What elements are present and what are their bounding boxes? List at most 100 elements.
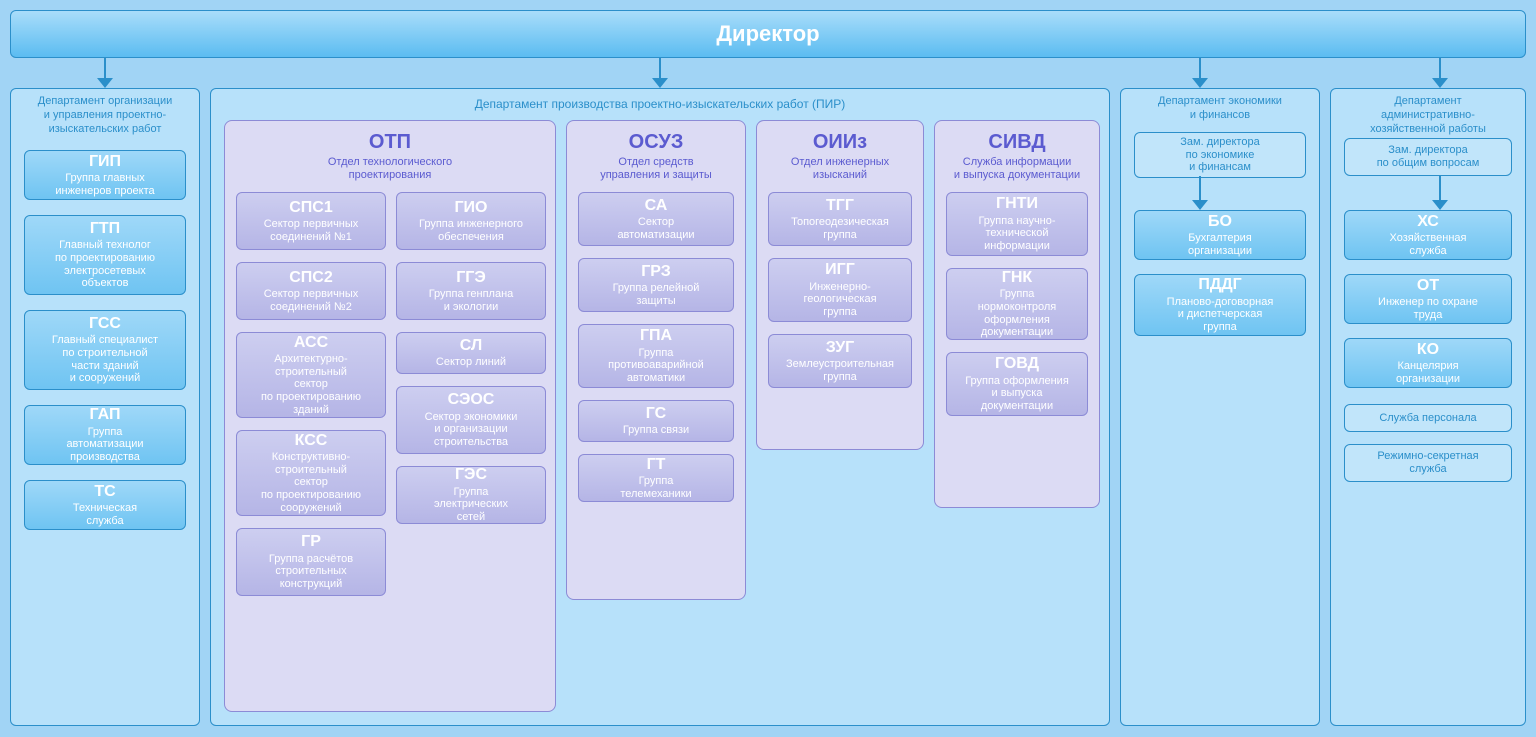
unit-abbr: СПС1 (289, 199, 333, 217)
group-abbr: ОТП (328, 131, 452, 154)
unit-desc: Режимно-секретнаяслужба (1377, 450, 1478, 475)
connector-arrow (97, 78, 113, 88)
unit-abbr: ГНК (1002, 269, 1032, 287)
unit-abbr: КО (1417, 341, 1439, 359)
connector-arrow (1432, 78, 1448, 88)
unit-desc: Группанормоконтроляоформлениядокументаци… (978, 288, 1057, 339)
node-sl: СЛСектор линий (396, 332, 546, 374)
unit-abbr: ТГГ (826, 197, 854, 215)
node-sps1: СПС1Сектор первичныхсоединений №1 (236, 192, 386, 250)
node-ass: АССАрхитектурно-строительныйсекторпо про… (236, 332, 386, 418)
unit-desc: Группаавтоматизациипроизводства (66, 426, 143, 464)
unit-desc: Группа связи (623, 424, 689, 437)
unit-desc: Главный специалистпо строительнойчасти з… (52, 334, 158, 385)
node-gap: ГАП Группаавтоматизациипроизводства (24, 405, 186, 465)
unit-desc: Техническаяслужба (73, 502, 137, 527)
node-gr: ГРГруппа расчётовстроительныхконструкций (236, 528, 386, 596)
dept-header: Департамент производства проектно-изыска… (475, 89, 846, 112)
unit-desc: Сектор линий (436, 356, 506, 369)
connector-stem (1199, 58, 1201, 80)
unit-desc: Группа генпланаи экологии (429, 288, 514, 313)
group-abbr: СИВД (954, 131, 1080, 154)
unit-abbr: ГТ (647, 456, 666, 474)
unit-abbr: СА (645, 197, 668, 215)
unit-abbr: ГРЗ (641, 263, 671, 281)
unit-desc: Планово-договорнаяи диспетчерскаягруппа (1167, 296, 1274, 334)
dept-header: Департамент экономикии финансов (1158, 89, 1282, 123)
connector-arrow (652, 78, 668, 88)
connector-stem (1199, 176, 1201, 202)
unit-abbr: ГС (646, 405, 666, 423)
unit-desc: Группаэлектрическихсетей (434, 486, 508, 524)
node-sa: САСекторавтоматизации (578, 192, 734, 246)
node-rss: Режимно-секретнаяслужба (1344, 444, 1512, 482)
unit-abbr: ПДДГ (1198, 276, 1241, 294)
node-hs: ХСХозяйственнаяслужба (1344, 210, 1512, 260)
node-sps2: СПС2Сектор первичныхсоединений №2 (236, 262, 386, 320)
group-desc: Отдел технологическогопроектирования (328, 156, 452, 181)
node-gge: ГГЭГруппа генпланаи экологии (396, 262, 546, 320)
group-desc: Служба информациии выпуска документации (954, 156, 1080, 181)
dept-header: Департамент организациии управления прое… (38, 89, 173, 136)
node-tgg: ТГГТопогеодезическаягруппа (768, 192, 912, 246)
connector-stem (104, 58, 106, 80)
unit-desc: Секторавтоматизации (617, 216, 694, 241)
node-gss: ГССГлавный специалистпо строительнойчаст… (24, 310, 186, 390)
unit-desc: Служба персонала (1379, 412, 1476, 425)
node-ges: ГЭС Группаэлектрическихсетей (396, 466, 546, 524)
unit-desc: Группа оформленияи выпускадокументации (965, 375, 1069, 413)
node-ko: КОКанцелярияорганизации (1344, 338, 1512, 388)
connector-arrow (1192, 78, 1208, 88)
unit-abbr: БО (1208, 213, 1232, 231)
unit-desc: Архитектурно-строительныйсекторпо проект… (261, 353, 361, 416)
unit-desc: Зам. директорапо экономикеи финансам (1180, 136, 1259, 174)
unit-abbr: ГПА (640, 327, 672, 345)
unit-desc: Сектор экономикии организациистроительст… (425, 411, 518, 449)
group-header: ОИИзОтдел инженерныхизысканий (791, 121, 889, 181)
unit-abbr: ТС (94, 483, 115, 501)
node-grz: ГРЗГруппа релейнойзащиты (578, 258, 734, 312)
unit-abbr: ГГЭ (456, 269, 486, 287)
node-gtp: ГТПГлавный технологпо проектированиюэлек… (24, 215, 186, 295)
node-bo: БОБухгалтерияорганизации (1134, 210, 1306, 260)
unit-abbr: ГОВД (995, 355, 1039, 373)
unit-desc: Главный технологпо проектированиюэлектро… (55, 239, 155, 290)
group-abbr: ОСУЗ (600, 131, 712, 154)
group-desc: Отдел средствуправления и защиты (600, 156, 712, 181)
unit-abbr: ГНТИ (996, 195, 1038, 213)
unit-abbr: ГТП (90, 220, 120, 238)
unit-abbr: ГИО (454, 199, 487, 217)
group-abbr: ОИИз (791, 131, 889, 154)
unit-desc: Хозяйственнаяслужба (1390, 232, 1467, 257)
org-chart: ДиректорДепартамент организациии управле… (0, 0, 1536, 737)
connector-stem (1439, 176, 1441, 202)
node-ts: ТСТехническаяслужба (24, 480, 186, 530)
node-sp: Служба персонала (1344, 404, 1512, 432)
unit-desc: Группа главныхинженеров проекта (55, 172, 154, 197)
node-gnti: ГНТИ Группа научно-техническойинформации (946, 192, 1088, 256)
unit-abbr: СПС2 (289, 269, 333, 287)
unit-abbr: ХС (1417, 213, 1439, 231)
node-kss: КССКонструктивно-строительныйсекторпо пр… (236, 430, 386, 516)
node-zam_gen: Зам. директорапо общим вопросам (1344, 138, 1512, 176)
unit-desc: Группателемеханики (620, 475, 691, 500)
connector-arrow (1432, 200, 1448, 210)
unit-desc: Инженерно-геологическаягруппа (803, 281, 876, 319)
node-gs: ГСГруппа связи (578, 400, 734, 442)
unit-abbr: ГСС (89, 315, 121, 333)
node-zam_econ: Зам. директорапо экономикеи финансам (1134, 132, 1306, 178)
unit-abbr: КСС (295, 432, 328, 450)
node-igg: ИГГ Инженерно-геологическаягруппа (768, 258, 912, 322)
unit-abbr: ЗУГ (826, 339, 854, 357)
connector-stem (659, 58, 661, 80)
node-ot: ОТИнженер по охранетруда (1344, 274, 1512, 324)
group-header: ОТПОтдел технологическогопроектирования (328, 121, 452, 181)
unit-desc: Группа научно-техническойинформации (978, 215, 1055, 253)
unit-abbr: ГЭС (455, 466, 487, 484)
node-pddg: ПДДГ Планово-договорнаяи диспетчерскаягру… (1134, 274, 1306, 336)
group-header: СИВДСлужба информациии выпуска документа… (954, 121, 1080, 181)
unit-abbr: ИГГ (825, 261, 855, 279)
unit-desc: Группа расчётовстроительныхконструкций (269, 553, 353, 591)
unit-abbr: ГАП (90, 406, 121, 424)
node-gio: ГИОГруппа инженерногообеспечения (396, 192, 546, 250)
